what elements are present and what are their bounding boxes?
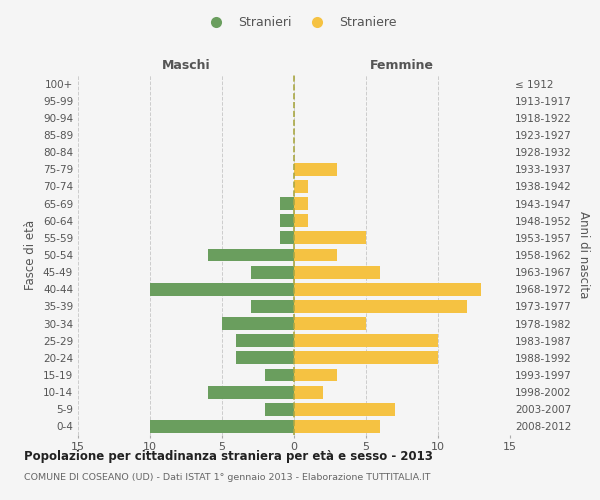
Bar xyxy=(294,403,395,415)
Bar xyxy=(150,420,294,433)
Bar xyxy=(294,232,366,244)
Bar xyxy=(294,283,481,296)
Y-axis label: Fasce di età: Fasce di età xyxy=(25,220,37,290)
Bar xyxy=(251,266,294,278)
Bar xyxy=(150,283,294,296)
Bar xyxy=(280,214,294,227)
Text: Femmine: Femmine xyxy=(370,58,434,71)
Bar xyxy=(280,197,294,210)
Bar xyxy=(222,317,294,330)
Text: Popolazione per cittadinanza straniera per età e sesso - 2013: Popolazione per cittadinanza straniera p… xyxy=(24,450,433,463)
Bar xyxy=(236,352,294,364)
Bar xyxy=(294,334,438,347)
Bar xyxy=(251,300,294,313)
Text: COMUNE DI COSEANO (UD) - Dati ISTAT 1° gennaio 2013 - Elaborazione TUTTITALIA.IT: COMUNE DI COSEANO (UD) - Dati ISTAT 1° g… xyxy=(24,472,431,482)
Bar xyxy=(294,386,323,398)
Bar xyxy=(294,420,380,433)
Bar xyxy=(208,248,294,262)
Bar xyxy=(294,368,337,382)
Bar xyxy=(294,197,308,210)
Bar xyxy=(294,300,467,313)
Bar xyxy=(280,232,294,244)
Bar xyxy=(294,352,438,364)
Bar xyxy=(294,266,380,278)
Bar xyxy=(294,163,337,175)
Bar xyxy=(294,180,308,193)
Y-axis label: Anni di nascita: Anni di nascita xyxy=(577,212,590,298)
Bar xyxy=(294,317,366,330)
Bar xyxy=(294,214,308,227)
Bar xyxy=(265,403,294,415)
Legend: Stranieri, Straniere: Stranieri, Straniere xyxy=(198,11,402,34)
Bar xyxy=(265,368,294,382)
Bar xyxy=(294,248,337,262)
Bar xyxy=(236,334,294,347)
Text: Maschi: Maschi xyxy=(161,58,211,71)
Bar xyxy=(208,386,294,398)
